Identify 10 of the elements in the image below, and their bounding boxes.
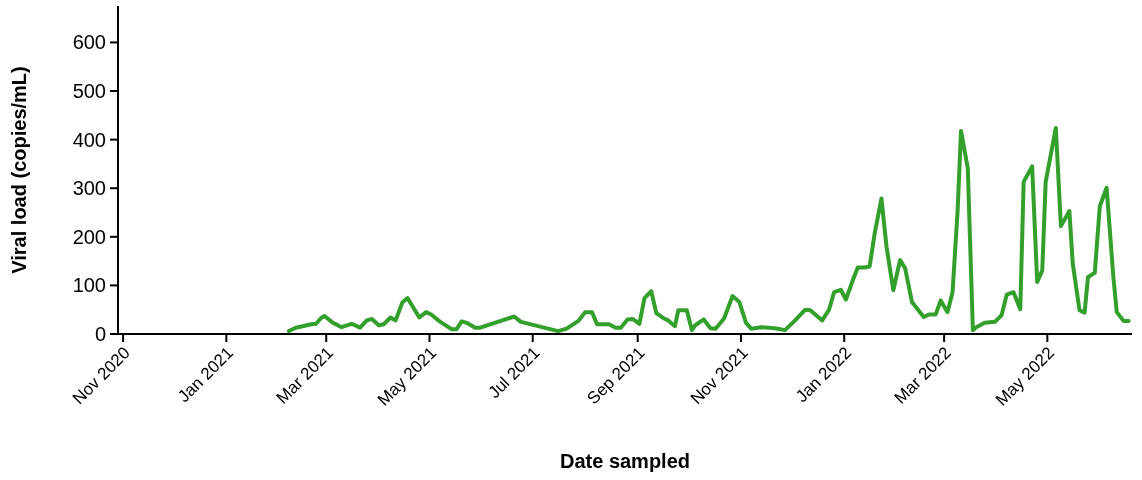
line-series bbox=[286, 125, 1131, 334]
y-tick-label: 600 bbox=[72, 31, 106, 54]
y-tick-label: 100 bbox=[72, 274, 106, 297]
y-axis-title: Viral load (copies/mL) bbox=[8, 66, 30, 274]
x-axis-title: Date sampled bbox=[559, 450, 691, 472]
y-tick-label: 300 bbox=[72, 177, 106, 200]
y-tick-label: 500 bbox=[72, 80, 106, 103]
y-tick-label: 0 bbox=[94, 323, 106, 345]
y-tick-label: 200 bbox=[72, 225, 106, 248]
y-tick-label: 400 bbox=[72, 128, 106, 151]
